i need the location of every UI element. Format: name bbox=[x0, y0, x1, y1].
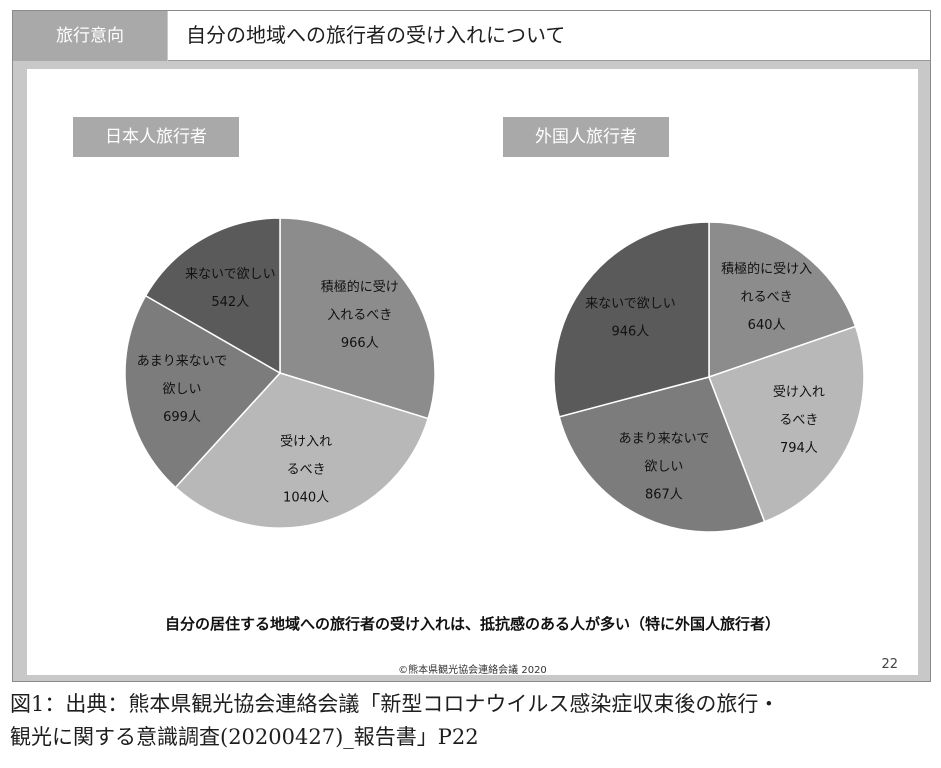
pie-slice-fr-1 bbox=[708, 325, 865, 523]
slice-category-label: 来ないで欲しい bbox=[185, 266, 276, 282]
slice-category-label: あまり来ないで bbox=[619, 431, 710, 446]
pie-title-japanese: 日本人旅行者 bbox=[73, 117, 239, 157]
pie-title-foreign: 外国人旅行者 bbox=[503, 117, 669, 157]
slice-category-label: 積極的に受け入 bbox=[721, 261, 812, 277]
slice-category-label: あまり来ないで bbox=[137, 354, 228, 369]
slice-label-jp-0: 積極的に受け入れるべき 966人 bbox=[321, 279, 399, 351]
figure-caption: 図1：出典：熊本県観光協会連絡会議「新型コロナウイルス感染症収束後の旅行・ 観光… bbox=[10, 688, 931, 754]
slice-value-label: 542人 bbox=[211, 295, 249, 310]
slice-category-label: るべき bbox=[779, 413, 818, 428]
slice-category-label: 欲しい bbox=[644, 458, 683, 474]
slice-label-fr-0: 積極的に受け入れるべき 640人 bbox=[721, 261, 812, 333]
pie-slice-jp-2 bbox=[124, 294, 282, 489]
slice-label-jp-2: あまり来ないで欲しい 699人 bbox=[137, 354, 228, 425]
copyright-text: ©熊本県観光協会連絡会議 2020 bbox=[398, 665, 547, 676]
slice-value-label: 640人 bbox=[748, 318, 786, 333]
pie-slice-jp-1 bbox=[174, 372, 430, 529]
slice-label-fr-3: 来ないで欲しい 946人 bbox=[585, 296, 676, 340]
slice-value-label: 867人 bbox=[645, 487, 683, 502]
slice-value-label: 946人 bbox=[611, 325, 649, 340]
survey-slide: 旅行意向 自分の地域への旅行者の受け入れについて 日本人旅行者 外国人旅行者 積… bbox=[12, 10, 931, 682]
slice-category-label: るべき bbox=[287, 463, 326, 478]
pie-slice-jp-0 bbox=[279, 217, 436, 420]
pie-slice-fr-2 bbox=[558, 376, 766, 533]
slice-value-label: 699人 bbox=[163, 410, 201, 425]
conclusion-text: 自分の居住する地域への旅行者の受け入れは、抵抗感のある人が多い（特に外国人旅行者… bbox=[164, 615, 780, 633]
slice-value-label: 794人 bbox=[780, 441, 818, 456]
slice-label-fr-1: 受け入れるべき 794人 bbox=[773, 385, 825, 456]
page-number: 22 bbox=[881, 657, 898, 672]
caption-line-2: 観光に関する意識調査(20200427)_報告書」P22 bbox=[10, 725, 479, 749]
slice-category-label: 来ないで欲しい bbox=[585, 296, 676, 312]
slice-category-label: 受け入れ bbox=[280, 435, 332, 450]
pie-slice-jp-3 bbox=[144, 217, 281, 375]
slice-category-label: れるべき bbox=[741, 290, 793, 305]
slice-category-label: 積極的に受け bbox=[321, 279, 399, 295]
slice-label-jp-3: 来ないで欲しい 542人 bbox=[185, 266, 276, 310]
slice-label-jp-1: 受け入れるべき 1040人 bbox=[280, 435, 332, 506]
section-tag: 旅行意向 bbox=[13, 11, 167, 61]
pie-slice-fr-3 bbox=[553, 221, 710, 418]
slice-value-label: 1040人 bbox=[283, 491, 329, 506]
caption-line-1: 図1：出典：熊本県観光協会連絡会議「新型コロナウイルス感染症収束後の旅行・ bbox=[10, 692, 780, 716]
slice-label-fr-2: あまり来ないで欲しい 867人 bbox=[619, 431, 710, 502]
slice-category-label: 受け入れ bbox=[773, 385, 825, 400]
slice-value-label: 966人 bbox=[341, 336, 379, 351]
slide-title: 自分の地域への旅行者の受け入れについて bbox=[168, 11, 930, 61]
slice-category-label: 入れるべき bbox=[327, 308, 392, 323]
chart-panel: 日本人旅行者 外国人旅行者 積極的に受け入れるべき 966人 受け入れるべき 1040… bbox=[27, 69, 918, 676]
pie-slice-fr-0 bbox=[708, 221, 857, 379]
slice-category-label: 欲しい bbox=[162, 381, 201, 397]
